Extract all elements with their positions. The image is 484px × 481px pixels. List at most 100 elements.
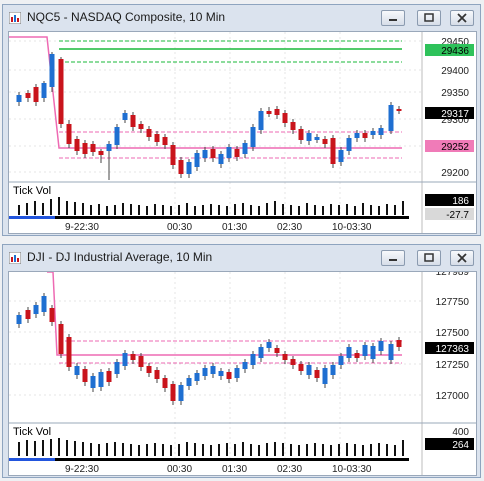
candle bbox=[250, 354, 256, 365]
maximize-button[interactable] bbox=[417, 10, 441, 26]
candle bbox=[90, 144, 96, 152]
svg-text:127363: 127363 bbox=[436, 344, 470, 355]
svg-text:264: 264 bbox=[452, 440, 469, 451]
candle bbox=[234, 368, 240, 378]
chart-area[interactable]: 127989 127750 127500 127250 127000 12736… bbox=[8, 271, 477, 476]
candle bbox=[242, 143, 248, 154]
chart-app-icon bbox=[9, 252, 21, 264]
candle bbox=[290, 359, 296, 365]
time-label: 10-03:30 bbox=[332, 464, 372, 475]
svg-text:29252: 29252 bbox=[441, 142, 469, 153]
svg-text:29317: 29317 bbox=[441, 109, 469, 120]
candle bbox=[258, 111, 264, 130]
candle bbox=[138, 356, 144, 367]
candle bbox=[346, 138, 352, 151]
candle bbox=[218, 371, 224, 376]
candle bbox=[106, 371, 112, 382]
candle bbox=[130, 354, 136, 360]
candle bbox=[282, 354, 288, 360]
candle bbox=[16, 315, 22, 324]
candle bbox=[58, 59, 64, 124]
candle bbox=[322, 139, 328, 144]
close-icon bbox=[457, 13, 467, 23]
candle bbox=[298, 129, 304, 140]
minimize-button[interactable] bbox=[381, 10, 405, 26]
volume-bars bbox=[18, 438, 404, 456]
close-button[interactable] bbox=[450, 250, 474, 266]
candle bbox=[354, 353, 360, 358]
close-icon bbox=[457, 253, 467, 263]
minimize-icon bbox=[389, 259, 397, 261]
volume-tag: 264 bbox=[425, 438, 474, 451]
price-label: 29450 bbox=[441, 37, 469, 48]
candle bbox=[58, 324, 64, 354]
candle bbox=[122, 113, 128, 120]
price-label: 127000 bbox=[436, 391, 470, 402]
candle bbox=[322, 368, 328, 384]
candle bbox=[306, 365, 312, 375]
minimize-icon bbox=[389, 19, 397, 21]
time-axis-labels: 9-22:30 00:30 01:30 02:30 10-03:30 bbox=[65, 222, 372, 233]
candle bbox=[330, 138, 336, 164]
candle bbox=[154, 134, 160, 142]
time-axis-labels: 9-22:30 00:30 01:30 02:30 10-03:30 bbox=[65, 464, 372, 475]
candle bbox=[74, 139, 80, 151]
candle bbox=[106, 144, 112, 151]
indicator-label: Tick Vol bbox=[13, 185, 51, 197]
candle bbox=[16, 95, 22, 102]
candle bbox=[66, 124, 72, 144]
chart-area[interactable]: 29450 29400 29350 29300 29250 29200 2943… bbox=[8, 31, 477, 234]
chart-canvas[interactable]: 29450 29400 29350 29300 29250 29200 2943… bbox=[9, 32, 476, 233]
time-label: 10-03:30 bbox=[332, 222, 372, 233]
time-scale-bar bbox=[9, 216, 409, 219]
candle bbox=[33, 305, 39, 314]
window-title: DJI - DJ Industrial Average, 10 Min bbox=[27, 250, 213, 264]
close-button[interactable] bbox=[450, 10, 474, 26]
candle bbox=[388, 344, 394, 360]
candle bbox=[114, 362, 120, 374]
maximize-icon bbox=[424, 253, 434, 262]
candle bbox=[186, 378, 192, 386]
minimize-button[interactable] bbox=[381, 250, 405, 266]
candle bbox=[114, 127, 120, 145]
candle bbox=[370, 346, 376, 359]
window-title: NQC5 - NASDAQ Composite, 10 Min bbox=[27, 10, 226, 24]
candle bbox=[330, 365, 336, 375]
volume-axis-label: 400 bbox=[452, 427, 469, 438]
candle bbox=[314, 137, 320, 140]
title-bar[interactable]: NQC5 - NASDAQ Composite, 10 Min bbox=[3, 5, 480, 31]
time-label: 9-22:30 bbox=[65, 222, 99, 233]
candle bbox=[338, 150, 344, 162]
time-label: 02:30 bbox=[277, 222, 302, 233]
candle bbox=[154, 370, 160, 379]
candle bbox=[250, 127, 256, 147]
candle bbox=[98, 151, 104, 155]
price-label: 29300 bbox=[441, 115, 469, 126]
candle bbox=[266, 342, 272, 348]
candle bbox=[194, 153, 200, 167]
grid bbox=[9, 272, 422, 458]
candles bbox=[16, 293, 402, 405]
chart-app-icon bbox=[9, 12, 21, 24]
volume-bars bbox=[18, 197, 404, 215]
candle bbox=[218, 154, 224, 164]
title-bar[interactable]: DJI - DJ Industrial Average, 10 Min bbox=[3, 245, 480, 271]
price-label: 29400 bbox=[441, 66, 469, 77]
chart-canvas[interactable]: 127989 127750 127500 127250 127000 12736… bbox=[9, 272, 476, 475]
price-tag-green: 29436 bbox=[425, 44, 474, 57]
candle bbox=[82, 143, 88, 154]
volume-tag: 186 bbox=[425, 194, 474, 207]
candle bbox=[90, 376, 96, 388]
candle bbox=[98, 372, 104, 387]
maximize-icon bbox=[424, 13, 434, 22]
candle bbox=[25, 93, 31, 98]
maximize-button[interactable] bbox=[417, 250, 441, 266]
price-tag-last: 127363 bbox=[425, 342, 474, 355]
candle bbox=[242, 362, 248, 369]
candle bbox=[122, 353, 128, 366]
candle bbox=[66, 337, 72, 367]
candle bbox=[298, 364, 304, 371]
candle bbox=[82, 369, 88, 382]
candle bbox=[210, 149, 216, 158]
candle bbox=[162, 137, 168, 145]
